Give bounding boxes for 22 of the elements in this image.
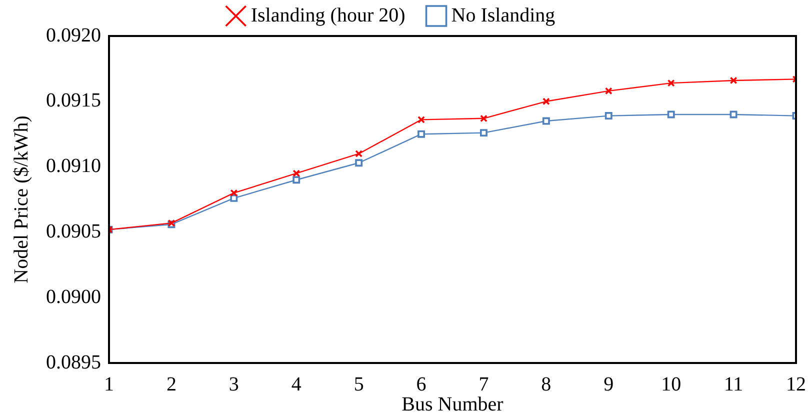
x-tick-label: 4: [291, 373, 302, 396]
y-axis-title: Nodel Price ($/kWh): [10, 116, 32, 284]
x-tick-label: 6: [416, 373, 426, 396]
x-tick-label: 3: [228, 373, 239, 396]
x-tick-label: 8: [541, 373, 552, 396]
x-tick-label: 12: [786, 373, 806, 396]
y-tick-label: 0.0900: [46, 286, 101, 308]
y-tick-label: 0.0920: [46, 24, 101, 46]
x-axis-title: Bus Number: [402, 393, 504, 416]
y-tick-label: 0.0915: [46, 90, 101, 112]
y-tick-label: 0.0895: [46, 351, 101, 374]
y-tick-label: 0.0905: [46, 220, 101, 242]
y-tick-label: 0.0910: [46, 155, 101, 178]
x-tick-label: 7: [478, 373, 489, 396]
x-tick-label: 11: [724, 373, 744, 396]
x-tick-label: 1: [104, 373, 114, 396]
x-tick-label: 2: [166, 373, 176, 396]
legend-label: No Islanding: [451, 4, 576, 26]
legend-label: Islanding (hour 20): [250, 4, 426, 26]
x-tick-label: 10: [661, 373, 682, 396]
x-tick-label: 5: [354, 373, 364, 396]
x-tick-label: 9: [604, 373, 614, 396]
